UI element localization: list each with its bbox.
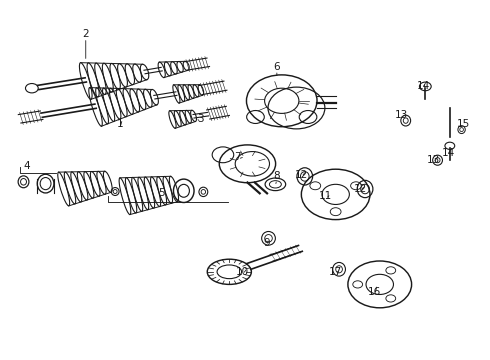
Text: 15: 15	[456, 119, 470, 129]
Text: 12: 12	[294, 170, 308, 180]
Text: 9: 9	[264, 238, 270, 248]
Text: 4: 4	[24, 161, 30, 171]
Text: 3: 3	[197, 114, 204, 124]
Text: 13: 13	[395, 110, 409, 120]
Text: 13: 13	[427, 155, 441, 165]
Text: 17: 17	[329, 267, 343, 277]
Text: 14: 14	[441, 148, 455, 158]
Text: 6: 6	[273, 62, 280, 72]
Text: 16: 16	[368, 287, 382, 297]
Text: 14: 14	[417, 81, 431, 91]
Text: 12: 12	[353, 184, 367, 194]
Text: 10: 10	[236, 267, 249, 277]
Text: 2: 2	[82, 29, 89, 39]
Text: 1: 1	[117, 119, 123, 129]
Text: 8: 8	[273, 171, 280, 181]
Text: 7: 7	[234, 152, 241, 162]
Text: 11: 11	[319, 191, 333, 201]
Text: 5: 5	[158, 188, 165, 198]
